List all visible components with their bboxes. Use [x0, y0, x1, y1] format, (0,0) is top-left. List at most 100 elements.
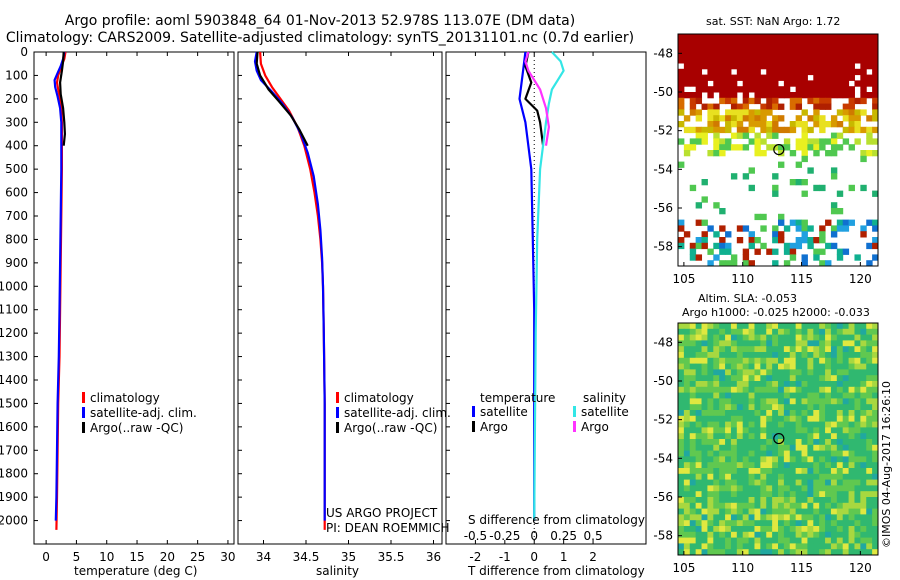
- map-y-tick-label: -52: [653, 124, 673, 138]
- y-tick-label: 0: [20, 45, 28, 59]
- map-cell: [689, 357, 697, 365]
- map-cell: [736, 86, 744, 93]
- map-cell: [701, 381, 708, 388]
- map-cell: [795, 242, 803, 250]
- map-cell: [713, 386, 720, 394]
- argo-position-marker: [773, 432, 785, 445]
- map-cell: [748, 386, 755, 394]
- map-cell: [807, 369, 814, 376]
- map-cell: [695, 543, 703, 550]
- map-cell: [766, 398, 773, 405]
- map-cell: [789, 126, 797, 134]
- legend-sal-argo: Argo: [573, 420, 629, 435]
- map-cell: [760, 462, 767, 469]
- map-cell: [795, 497, 803, 504]
- map-cell: [813, 526, 820, 533]
- map-cell: [866, 92, 873, 99]
- map-cell: [766, 328, 773, 336]
- map-cell: [689, 103, 697, 110]
- map-cell: [836, 340, 844, 347]
- map-cell: [854, 473, 861, 481]
- legend-swatch: [472, 406, 475, 417]
- map-cell: [689, 473, 697, 481]
- map-cell: [678, 433, 685, 440]
- temperature-xlabel: temperature (deg C): [74, 564, 198, 578]
- map-cell: [760, 103, 767, 110]
- map-cell: [736, 57, 744, 64]
- map-cell: [772, 340, 779, 347]
- map-cell: [830, 132, 838, 139]
- map-cell: [825, 346, 832, 353]
- map-cell: [830, 39, 838, 47]
- map-cell: [760, 433, 767, 440]
- map-cell: [748, 381, 755, 388]
- map-cell: [825, 369, 832, 376]
- map-cell: [772, 103, 779, 110]
- map-cell: [842, 386, 850, 394]
- map-cell: [783, 468, 791, 475]
- map-cell: [819, 328, 826, 336]
- map-cell: [707, 537, 714, 544]
- map-cell: [872, 375, 879, 382]
- map-cell: [754, 514, 761, 521]
- map-cell: [801, 479, 808, 486]
- map-cell: [872, 398, 879, 405]
- map-cell: [725, 340, 732, 347]
- map-cell: [789, 386, 797, 394]
- map-cell: [766, 410, 773, 417]
- map-cell: [813, 410, 820, 417]
- map-cell: [689, 433, 697, 440]
- map-cell: [825, 363, 832, 370]
- map-cell: [842, 126, 850, 134]
- map-cell: [748, 260, 755, 267]
- map-cell: [813, 392, 820, 399]
- map-cell: [807, 479, 814, 486]
- map-cell: [801, 363, 808, 370]
- map-cell: [725, 427, 732, 434]
- map-cell: [701, 219, 708, 226]
- map-cell: [830, 363, 838, 370]
- map-cell: [748, 473, 755, 481]
- map-cell: [730, 427, 738, 434]
- map-cell: [778, 150, 785, 157]
- map-cell: [801, 485, 808, 492]
- map-cell: [772, 381, 779, 388]
- map-cell: [819, 352, 826, 359]
- map-cell: [748, 74, 755, 81]
- map-cell: [713, 398, 720, 405]
- map-cell: [719, 39, 726, 47]
- y-tick-label: 1900: [0, 490, 28, 504]
- sla-map-title: Altim. SLA: -0.053: [698, 292, 798, 305]
- map-cell: [695, 57, 703, 64]
- map-cell: [836, 323, 844, 330]
- map-y-tick-label: -54: [653, 451, 673, 465]
- map-cell: [754, 410, 761, 417]
- map-cell: [778, 502, 785, 510]
- map-cell: [707, 86, 714, 93]
- map-cell: [754, 39, 761, 47]
- map-cell: [683, 340, 691, 347]
- map-cell: [742, 323, 750, 330]
- map-cell: [842, 381, 850, 388]
- map-cell: [748, 439, 755, 446]
- map-cell: [830, 328, 838, 336]
- map-cell: [795, 219, 803, 226]
- map-cell: [819, 410, 826, 417]
- map-cell: [754, 450, 761, 457]
- map-cell: [683, 369, 691, 376]
- map-cell: [813, 138, 820, 145]
- y-tick-label: 300: [5, 115, 28, 129]
- map-cell: [719, 208, 726, 215]
- map-cell: [754, 92, 761, 99]
- map-cell: [807, 526, 814, 533]
- map-cell: [772, 485, 779, 492]
- map-cell: [742, 473, 750, 481]
- map-cell: [801, 543, 808, 550]
- map-cell: [678, 485, 685, 492]
- map-cell: [707, 121, 714, 128]
- map-y-tick-label: -50: [653, 85, 673, 99]
- map-cell: [848, 45, 855, 52]
- map-cell: [760, 386, 767, 394]
- map-cell: [807, 80, 814, 87]
- map-cell: [830, 352, 838, 359]
